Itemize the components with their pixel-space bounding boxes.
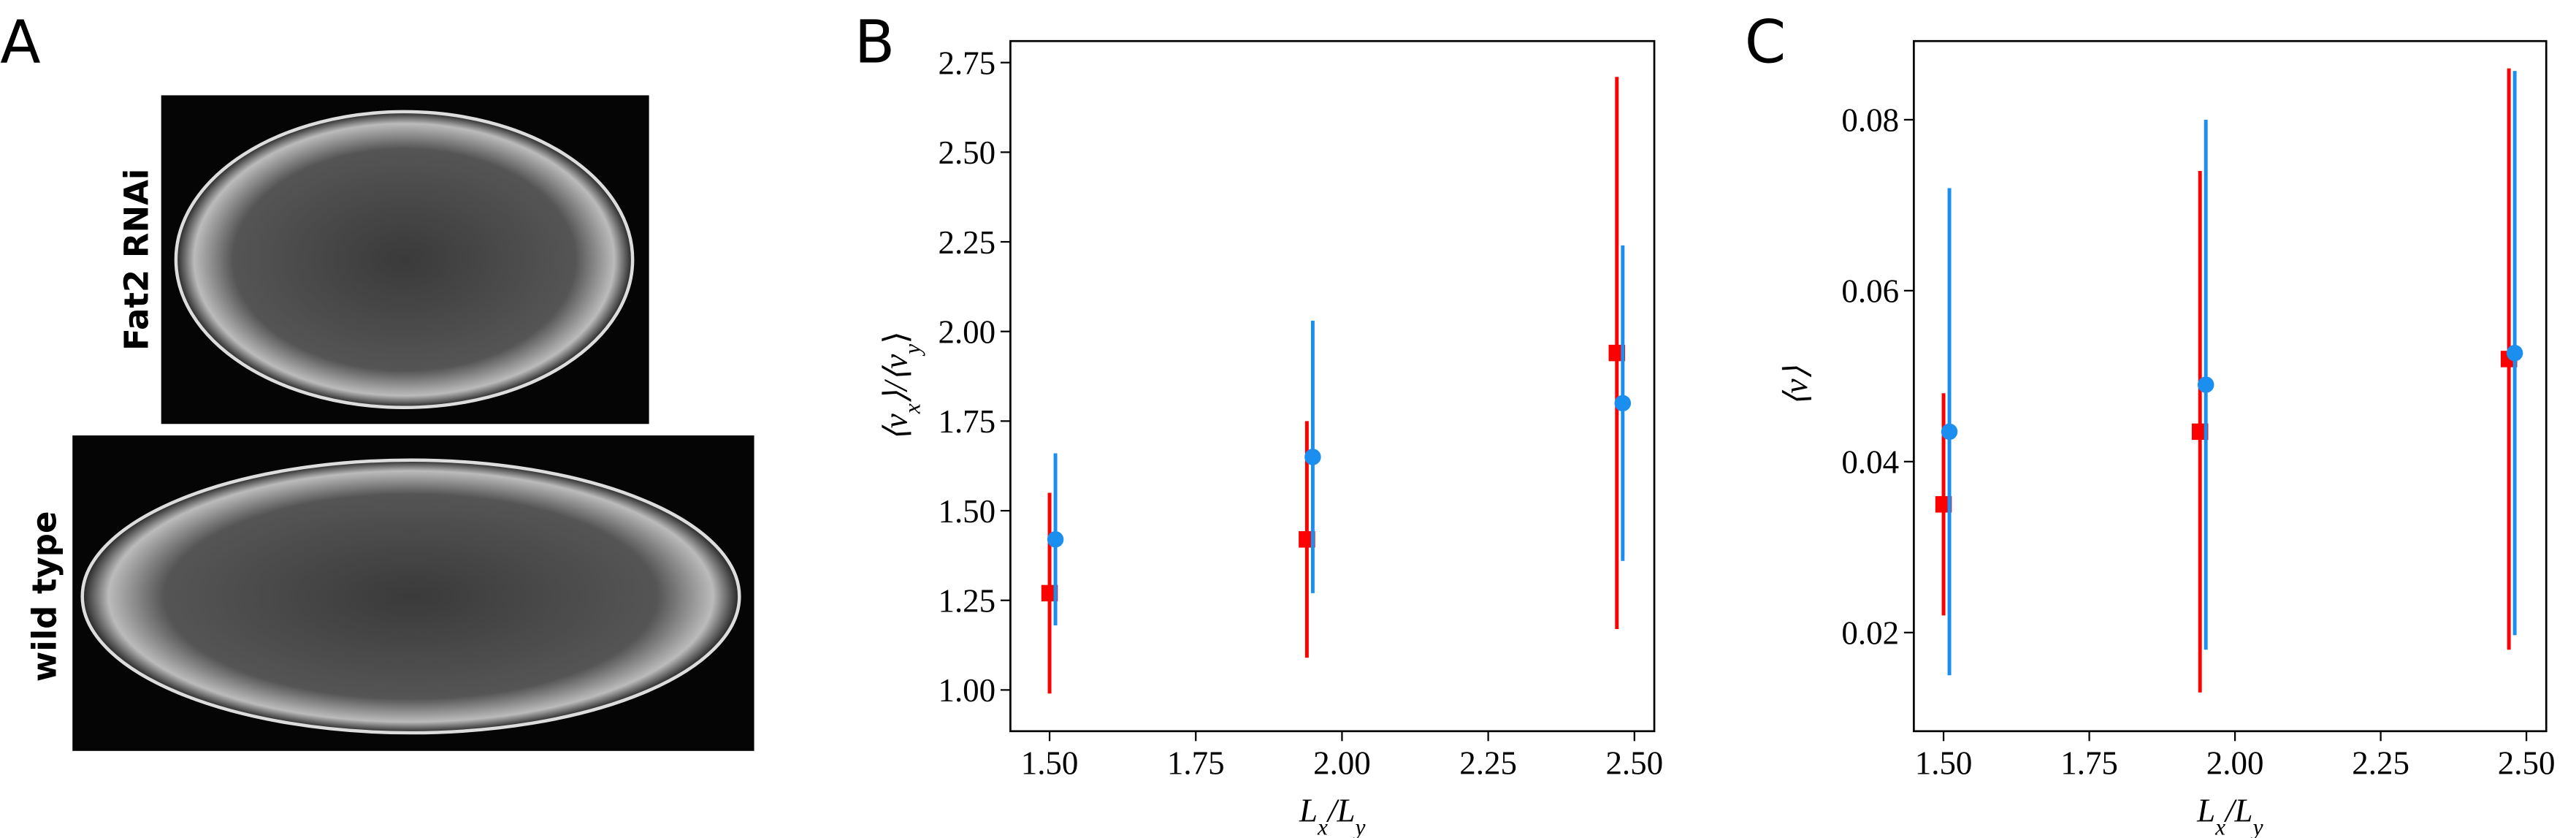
x-axis-label: Lx/Ly — [2196, 793, 2263, 838]
image-label: wild type — [26, 511, 64, 682]
y-tick-label: 2.25 — [938, 224, 995, 261]
y-tick-label: 0.02 — [1841, 615, 1899, 652]
y-tick-label: 2.50 — [938, 134, 995, 171]
panel-label: A — [0, 8, 40, 77]
marker — [1941, 423, 1958, 441]
marker — [1614, 395, 1632, 412]
plot-frame — [1009, 39, 1656, 733]
y-tick-label: 1.25 — [938, 582, 995, 619]
x-tick-label: 2.00 — [1313, 744, 1371, 781]
x-tick-label: 2.50 — [2498, 744, 2556, 781]
y-tick-label: 0.08 — [1841, 102, 1899, 139]
x-tick-label: 1.75 — [2060, 744, 2118, 781]
x-tick-label: 1.75 — [1167, 744, 1225, 781]
marker — [1047, 531, 1064, 548]
y-axis-label: ⟨vx⟩/⟨vy⟩ — [878, 331, 925, 441]
y-axis-label: ⟨v⟩ — [1778, 366, 1814, 407]
marker — [1304, 449, 1321, 465]
x-tick-label: 1.50 — [1021, 744, 1079, 781]
x-tick-label: 2.25 — [1459, 744, 1517, 781]
marker — [2197, 376, 2214, 393]
y-tick-label: 1.00 — [938, 672, 995, 709]
x-tick-label: 2.50 — [1605, 744, 1663, 781]
image-fat2 — [161, 95, 649, 424]
panel-label: C — [1745, 8, 1786, 77]
image-label: Fat2 RNAi — [118, 169, 156, 351]
y-tick-label: 0.06 — [1841, 273, 1899, 310]
x-axis-label: Lx/Ly — [1299, 793, 1366, 838]
y-tick-label: 1.50 — [938, 493, 995, 530]
plot-frame — [1913, 39, 2548, 733]
y-tick-label: 2.75 — [938, 45, 995, 81]
x-tick-label: 2.00 — [2206, 744, 2264, 781]
y-tick-label: 2.00 — [938, 313, 995, 350]
x-tick-label: 2.25 — [2352, 744, 2409, 781]
x-tick-label: 1.50 — [1915, 744, 1973, 781]
panel-label: B — [855, 8, 895, 77]
y-tick-label: 0.04 — [1841, 444, 1899, 481]
y-tick-label: 1.75 — [938, 403, 995, 440]
image-wild-type — [72, 435, 754, 751]
marker — [2506, 344, 2523, 362]
